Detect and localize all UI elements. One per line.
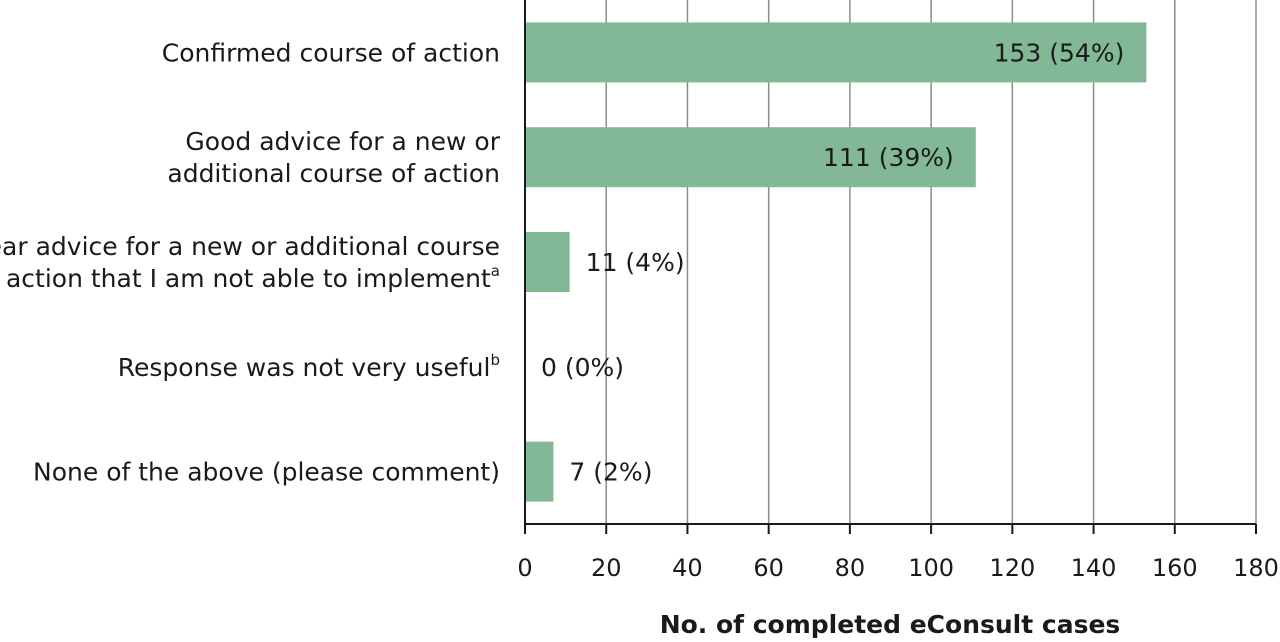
x-tick-label: 0 xyxy=(517,554,532,582)
value-label: 7 (2%) xyxy=(569,458,652,487)
axes xyxy=(524,0,1257,534)
value-label: 111 (39%) xyxy=(823,143,954,172)
category-label: Clear advice for a new or additional cou… xyxy=(0,232,500,261)
bar xyxy=(525,22,1147,83)
x-tick-label: 160 xyxy=(1152,554,1198,582)
value-labels: 153 (54%) 111 (39%) 11 (4%) 0 (0%) 7 (2%) xyxy=(541,38,1124,486)
value-label: 11 (4%) xyxy=(586,248,685,277)
gridlines xyxy=(605,0,1257,524)
category-label: Response was not very usefulb xyxy=(118,351,500,382)
value-label: 153 (54%) xyxy=(994,38,1125,67)
category-label: additional course of action xyxy=(167,159,500,188)
bar xyxy=(525,441,554,502)
x-tick-label: 40 xyxy=(672,554,703,582)
x-tick-labels: 0 20 40 60 80 100 120 140 160 180 xyxy=(517,554,1279,582)
bar xyxy=(525,232,570,292)
bar xyxy=(525,127,976,188)
x-axis-label: No. of completed eConsult cases xyxy=(660,610,1121,639)
x-tick-label: 140 xyxy=(1071,554,1117,582)
x-tick-label: 100 xyxy=(908,554,954,582)
x-tick-label: 60 xyxy=(753,554,784,582)
category-label: None of the above (please comment) xyxy=(33,458,500,487)
x-tick-label: 80 xyxy=(835,554,866,582)
category-label: Confirmed course of action xyxy=(162,38,500,67)
category-labels: Confirmed course of action Good advice fo… xyxy=(0,38,501,486)
category-label: of action that I am not able to implemen… xyxy=(0,262,500,293)
x-tick-label: 120 xyxy=(989,554,1035,582)
x-tick-label: 180 xyxy=(1233,554,1279,582)
x-tick-label: 20 xyxy=(591,554,622,582)
footnote-marker: a xyxy=(491,262,500,280)
category-label: Good advice for a new or xyxy=(185,127,500,156)
value-label: 0 (0%) xyxy=(541,353,624,382)
footnote-marker: b xyxy=(490,351,500,369)
bars xyxy=(525,22,1147,502)
